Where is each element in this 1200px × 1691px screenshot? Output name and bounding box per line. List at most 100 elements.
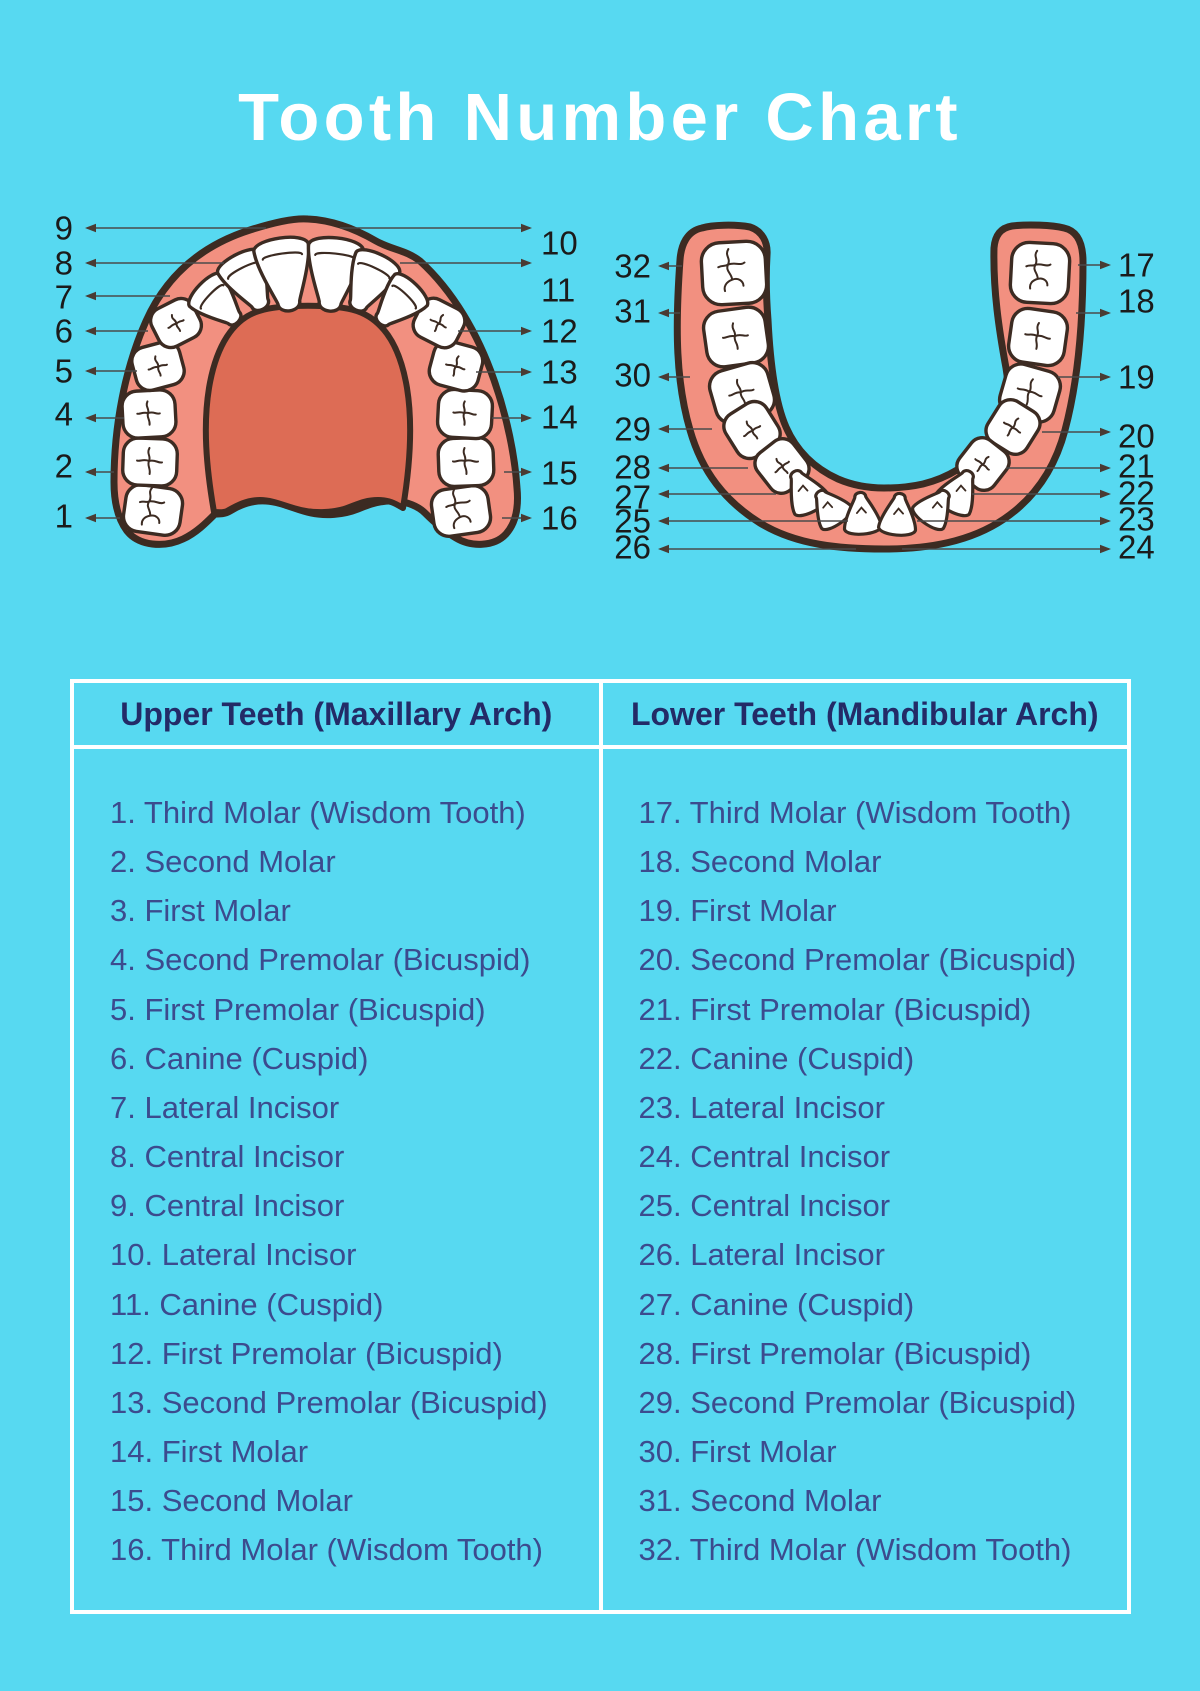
- tooth: [215, 247, 271, 313]
- tooth-crack: [1002, 417, 1022, 437]
- tooth-crack: [743, 420, 762, 440]
- tooth-crack: [147, 355, 168, 377]
- arrowhead-icon: [658, 308, 669, 318]
- tooth-number-label: 32: [614, 248, 651, 285]
- tooth-list-item: 3. First Molar: [110, 893, 291, 929]
- tooth-list-item: 32. Third Molar (Wisdom Tooth): [638, 1532, 1072, 1568]
- tooth-number-label: 18: [1118, 283, 1155, 320]
- tooth: [911, 488, 951, 532]
- upper-teeth-list: 1. Third Molar (Wisdom Tooth) 2. Second M…: [74, 749, 603, 1610]
- tooth-number-label: 15: [541, 455, 578, 492]
- tooth-number-label: 24: [1118, 529, 1155, 566]
- arrowhead-icon: [1100, 544, 1111, 554]
- tooth-list-item: 9. Central Incisor: [110, 1188, 345, 1224]
- tooth-number-label: 17: [1118, 247, 1155, 284]
- tooth-list-item: 28. First Premolar (Bicuspid): [638, 1335, 1032, 1371]
- tooth: [374, 272, 430, 328]
- tooth: [436, 435, 496, 489]
- tooth-number-label: 30: [614, 357, 651, 394]
- arrowhead-icon: [658, 372, 669, 382]
- tooth-number-label: 20: [1118, 418, 1155, 455]
- tooth-number-label: 14: [541, 399, 578, 436]
- arrowhead-icon: [1100, 308, 1111, 318]
- tooth-list-item: 30. First Molar: [638, 1434, 837, 1470]
- arrowhead-icon: [85, 513, 96, 523]
- tooth-number-label: 22: [1118, 475, 1155, 512]
- tooth-list-item: 2. Second Molar: [110, 844, 336, 880]
- tooth-crack: [1025, 249, 1052, 290]
- arrowhead-icon: [521, 223, 532, 233]
- tooth-number-label: 1: [55, 498, 73, 535]
- lower-arch-diagram: [673, 221, 1087, 553]
- arrowhead-icon: [1100, 372, 1111, 382]
- tooth-number-label: 12: [541, 313, 578, 350]
- tooth-list-item: 7. Lateral Incisor: [110, 1089, 340, 1125]
- tooth-detail-line: [955, 484, 967, 492]
- tooth-list-item: 25. Central Incisor: [638, 1188, 891, 1224]
- arrowhead-icon: [85, 467, 96, 477]
- tooth-number-label: 10: [541, 225, 578, 262]
- tooth-crack: [1024, 321, 1051, 350]
- teeth-diagrams: 9876542110111213141516323130292827252617…: [55, 210, 1155, 566]
- tooth-detail-line: [391, 284, 417, 310]
- tooth-list-item: 29. Second Premolar (Bicuspid): [638, 1384, 1077, 1420]
- tooth-number-label: 6: [55, 313, 73, 350]
- tooth-list-item: 11. Canine (Cuspid): [110, 1286, 384, 1322]
- tooth-crack: [1016, 378, 1043, 406]
- arrowhead-icon: [1100, 516, 1111, 526]
- page-title: Tooth Number Chart: [238, 80, 962, 155]
- leader-lines: [85, 223, 1111, 554]
- arrowhead-icon: [658, 544, 669, 554]
- tooth-list-item: 31. Second Molar: [638, 1483, 882, 1519]
- tooth-number-label: 5: [55, 353, 73, 390]
- tooth-list-item: 10. Lateral Incisor: [110, 1237, 357, 1273]
- arrowhead-icon: [658, 424, 669, 434]
- arrowhead-icon: [1100, 427, 1111, 437]
- tooth-list-item: 19. First Molar: [638, 893, 837, 929]
- tooth-list-item: 13. Second Premolar (Bicuspid): [110, 1384, 548, 1420]
- tooth-crack: [721, 322, 749, 350]
- tooth-list-item: 14. First Molar: [110, 1434, 309, 1470]
- tooth-crack: [138, 486, 166, 526]
- arrowhead-icon: [658, 261, 669, 271]
- arrowhead-icon: [521, 413, 532, 423]
- arrowhead-icon: [85, 366, 96, 376]
- tooth-list-item: 5. First Premolar (Bicuspid): [110, 991, 486, 1027]
- tooth-list-item: 21. First Premolar (Bicuspid): [638, 991, 1032, 1027]
- tooth-number-label: 26: [614, 529, 651, 566]
- upper-arch-diagram: [110, 215, 521, 548]
- tooth-crack: [728, 378, 755, 406]
- arrowhead-icon: [85, 291, 96, 301]
- arrowhead-icon: [1100, 489, 1111, 499]
- tooth: [842, 490, 884, 536]
- tooth-number-label: 8: [55, 245, 73, 282]
- tooth-crack: [445, 488, 472, 530]
- table-header-row: Upper Teeth (Maxillary Arch) Lower Teeth…: [74, 683, 1127, 749]
- arrowhead-icon: [658, 516, 669, 526]
- tooth-list-item: 26. Lateral Incisor: [638, 1237, 885, 1273]
- tooth-list-item: 17. Third Molar (Wisdom Tooth): [638, 795, 1072, 830]
- tooth-crack: [136, 446, 163, 475]
- tooth-crack: [452, 400, 477, 426]
- tooth-number-label: 25: [614, 503, 651, 540]
- tooth-number-label: 31: [614, 293, 651, 330]
- tooth: [435, 387, 495, 441]
- arrowhead-icon: [658, 489, 669, 499]
- tooth: [429, 484, 493, 538]
- tooth-list-item: 20. Second Premolar (Bicuspid): [638, 942, 1077, 978]
- tooth-list-item: 22. Canine (Cuspid): [638, 1040, 915, 1076]
- table-header-upper: Upper Teeth (Maxillary Arch): [74, 683, 603, 745]
- tooth-number-label: 9: [55, 210, 73, 247]
- arrowhead-icon: [85, 413, 96, 423]
- tooth-crack: [451, 447, 479, 475]
- tooth-number-label: 23: [1118, 501, 1155, 538]
- tooth-crack: [974, 455, 990, 473]
- tooth-number-label: 21: [1118, 448, 1155, 485]
- arrowhead-icon: [85, 223, 96, 233]
- tooth-number-label: 16: [541, 500, 578, 537]
- tooth-list-item: 4. Second Premolar (Bicuspid): [110, 942, 531, 978]
- tooth-crack: [167, 313, 185, 333]
- tooth-number-label: 19: [1118, 359, 1155, 396]
- tooth-list-item: 16. Third Molar (Wisdom Tooth): [110, 1532, 544, 1568]
- tooth: [699, 239, 769, 307]
